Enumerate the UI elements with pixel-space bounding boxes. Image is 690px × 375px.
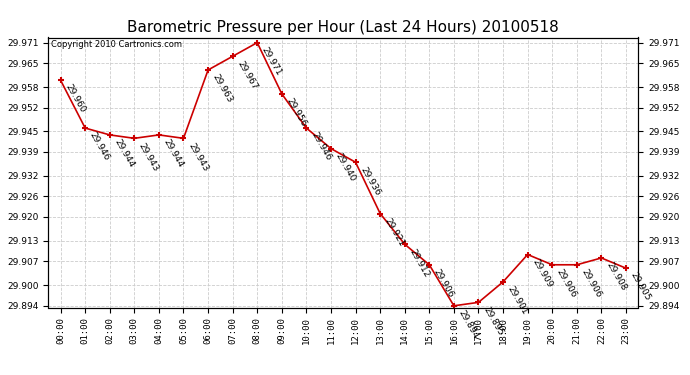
Text: 29.894: 29.894 — [457, 309, 480, 340]
Text: 29.905: 29.905 — [629, 271, 652, 303]
Text: 29.895: 29.895 — [481, 305, 505, 337]
Text: 29.956: 29.956 — [284, 97, 308, 129]
Text: 29.901: 29.901 — [506, 285, 529, 316]
Text: 29.921: 29.921 — [383, 216, 406, 248]
Text: 29.960: 29.960 — [63, 83, 87, 115]
Text: 29.909: 29.909 — [531, 257, 554, 289]
Text: 29.906: 29.906 — [555, 267, 578, 299]
Text: 29.946: 29.946 — [309, 131, 333, 162]
Text: 29.963: 29.963 — [211, 73, 235, 105]
Text: 29.971: 29.971 — [260, 45, 284, 77]
Text: 29.943: 29.943 — [186, 141, 210, 173]
Text: 29.908: 29.908 — [604, 261, 628, 292]
Text: Copyright 2010 Cartronics.com: Copyright 2010 Cartronics.com — [51, 40, 182, 49]
Text: 29.906: 29.906 — [432, 267, 455, 299]
Text: 29.943: 29.943 — [137, 141, 161, 173]
Text: 29.944: 29.944 — [161, 138, 185, 169]
Text: 29.936: 29.936 — [358, 165, 382, 197]
Text: 29.967: 29.967 — [235, 59, 259, 91]
Text: 29.940: 29.940 — [334, 152, 357, 183]
Text: 29.912: 29.912 — [408, 247, 431, 279]
Title: Barometric Pressure per Hour (Last 24 Hours) 20100518: Barometric Pressure per Hour (Last 24 Ho… — [128, 20, 559, 35]
Text: 29.906: 29.906 — [580, 267, 603, 299]
Text: 29.946: 29.946 — [88, 131, 111, 162]
Text: 29.944: 29.944 — [112, 138, 136, 169]
